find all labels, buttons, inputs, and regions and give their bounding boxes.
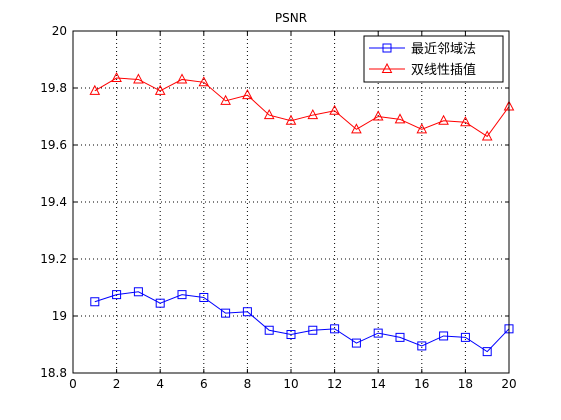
x-tick-label: 14 bbox=[371, 377, 386, 391]
data-point bbox=[438, 114, 449, 125]
data-point bbox=[286, 330, 296, 340]
y-tick-label: 19.2 bbox=[40, 252, 67, 266]
y-tick-label: 19.4 bbox=[40, 195, 67, 209]
data-point bbox=[417, 341, 427, 351]
data-point bbox=[111, 71, 122, 83]
data-point bbox=[176, 73, 188, 84]
data-point bbox=[264, 325, 274, 335]
legend-marker bbox=[382, 43, 392, 53]
data-point bbox=[154, 84, 166, 95]
chart-title: PSNR bbox=[275, 11, 307, 25]
data-point bbox=[351, 338, 361, 348]
y-tick-label: 20 bbox=[52, 24, 67, 38]
y-tick-label: 19.6 bbox=[40, 138, 67, 152]
data-point bbox=[133, 287, 143, 297]
legend-label: 最近邻域法 bbox=[411, 42, 476, 57]
data-point bbox=[263, 109, 275, 120]
x-tick-label: 20 bbox=[501, 377, 516, 391]
x-tick-label: 12 bbox=[327, 377, 342, 391]
data-point bbox=[198, 76, 210, 87]
y-tick-label: 19.8 bbox=[40, 81, 67, 95]
legend-item: 最近邻域法 bbox=[369, 42, 476, 57]
data-point bbox=[199, 292, 209, 302]
legend-marker bbox=[381, 62, 393, 73]
data-point bbox=[481, 130, 493, 141]
data-point bbox=[89, 84, 101, 95]
data-point bbox=[330, 324, 340, 334]
data-point bbox=[307, 109, 319, 120]
data-point bbox=[133, 73, 144, 84]
x-tick-label: 18 bbox=[458, 377, 473, 391]
data-point bbox=[112, 290, 122, 300]
data-point bbox=[285, 114, 297, 125]
legend-item: 双线性插值 bbox=[369, 62, 476, 78]
data-point bbox=[90, 297, 100, 307]
data-point bbox=[220, 94, 231, 105]
data-point bbox=[460, 332, 470, 342]
data-point bbox=[308, 325, 318, 335]
series-2 bbox=[89, 71, 515, 141]
data-point bbox=[439, 331, 449, 341]
data-point bbox=[395, 332, 405, 342]
x-tick-label: 4 bbox=[156, 377, 164, 391]
data-point bbox=[221, 308, 231, 318]
data-point bbox=[351, 123, 362, 134]
data-point bbox=[373, 328, 383, 338]
data-point bbox=[242, 307, 252, 317]
ticks: 0 2 4 6 8 10 12 14 16 18 20 18.8 19 19.2 19.4 19.6 19.8 2… bbox=[40, 24, 516, 391]
data-point bbox=[329, 104, 340, 115]
data-point bbox=[155, 298, 165, 308]
data-point bbox=[460, 116, 471, 127]
data-point bbox=[416, 123, 428, 134]
y-tick-label: 19 bbox=[52, 309, 67, 323]
data-point bbox=[177, 290, 187, 300]
x-tick-label: 8 bbox=[244, 377, 252, 391]
y-tick-label: 18.8 bbox=[40, 366, 67, 380]
data-point bbox=[482, 347, 492, 357]
x-tick-label: 2 bbox=[113, 377, 121, 391]
x-tick-label: 10 bbox=[283, 377, 298, 391]
data-point bbox=[242, 89, 253, 100]
data-point bbox=[394, 113, 406, 124]
x-tick-label: 0 bbox=[69, 377, 77, 391]
data-point bbox=[372, 110, 384, 121]
x-tick-label: 16 bbox=[414, 377, 429, 391]
legend-label: 双线性插值 bbox=[411, 62, 476, 78]
x-tick-label: 6 bbox=[200, 377, 208, 391]
